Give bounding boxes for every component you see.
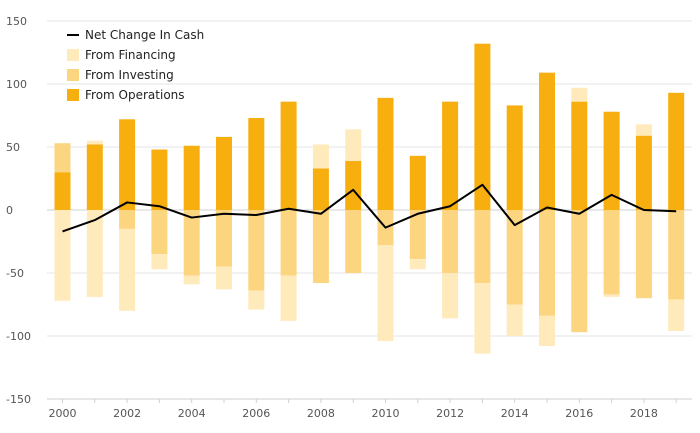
legend-swatch — [67, 69, 79, 81]
bar — [248, 290, 265, 310]
bar — [280, 275, 297, 321]
bar — [571, 87, 588, 102]
bar — [442, 273, 459, 319]
bar — [603, 294, 620, 297]
bar — [54, 172, 71, 210]
bar — [603, 210, 620, 295]
x-tick-label: 2004 — [178, 407, 206, 420]
bar — [183, 275, 200, 285]
bar — [248, 210, 265, 291]
bar — [668, 210, 685, 300]
legend-label: From Financing — [85, 48, 176, 62]
bar — [345, 160, 362, 210]
bar — [216, 136, 232, 210]
x-tick-label: 2010 — [372, 407, 400, 420]
bar — [409, 155, 426, 210]
bar — [86, 210, 103, 297]
bar — [409, 210, 426, 260]
bar — [151, 149, 168, 210]
bars — [54, 43, 685, 354]
bar — [506, 105, 523, 210]
x-tick-label: 2006 — [242, 407, 270, 420]
x-tick-label: 2012 — [436, 407, 464, 420]
bar — [442, 101, 459, 210]
bar — [571, 101, 588, 210]
bar — [668, 299, 685, 331]
bar — [216, 210, 232, 267]
legend-swatch — [67, 89, 79, 101]
x-tick-label: 2002 — [113, 407, 141, 420]
bar — [409, 259, 426, 270]
y-tick-label: -100 — [6, 330, 31, 343]
bar — [571, 210, 588, 333]
bar — [635, 124, 652, 136]
bar — [151, 210, 168, 255]
y-tick-label: 0 — [6, 204, 13, 217]
bar — [248, 118, 265, 210]
bar — [603, 111, 620, 210]
bar — [54, 210, 71, 301]
bar — [119, 210, 136, 229]
bar — [312, 168, 329, 210]
legend: Net Change In Cash From Financing From Inv… — [67, 28, 204, 102]
bar — [345, 210, 362, 273]
x-tick-label: 2018 — [630, 407, 658, 420]
bar — [506, 304, 523, 336]
bar — [119, 119, 136, 210]
bar — [54, 143, 71, 173]
bar — [539, 315, 555, 347]
bar — [119, 228, 136, 311]
y-tick-label: -150 — [6, 393, 31, 406]
x-tick-label: 2008 — [307, 407, 335, 420]
y-tick-label: 100 — [6, 78, 27, 91]
bar — [183, 145, 200, 210]
bar — [183, 210, 200, 276]
bar — [635, 210, 652, 299]
y-tick-label: 50 — [6, 141, 20, 154]
y-tick-label: -50 — [6, 267, 24, 280]
bar — [474, 210, 491, 284]
bar — [280, 101, 297, 210]
bar — [312, 144, 329, 169]
bar — [280, 210, 297, 276]
bar — [668, 92, 685, 210]
bar — [635, 135, 652, 210]
x-tick-label: 2016 — [565, 407, 593, 420]
x-tick-label: 2000 — [49, 407, 77, 420]
net-change-line — [62, 183, 677, 233]
bar — [474, 43, 491, 211]
bar — [442, 210, 459, 273]
x-axis: 2000 2002 2004 2006 2008 2010 2012 2014 2016 2018 — [47, 398, 692, 420]
legend-label: From Operations — [85, 88, 185, 102]
legend-label: Net Change In Cash — [85, 28, 204, 42]
legend-label: From Investing — [85, 68, 174, 82]
x-tick-label: 2014 — [501, 407, 529, 420]
bar — [474, 283, 491, 354]
bar — [539, 72, 555, 210]
y-axis: -150 -100 -50 0 50 100 150 — [6, 15, 31, 406]
bar — [86, 144, 103, 210]
bar — [216, 266, 232, 290]
y-tick-label: 150 — [6, 15, 27, 28]
bar — [86, 140, 103, 145]
bar — [506, 210, 523, 305]
bar — [539, 210, 555, 316]
legend-swatch — [67, 49, 79, 61]
net-change-line-group — [62, 183, 677, 233]
bar — [377, 245, 394, 342]
bar — [377, 97, 394, 210]
bar — [151, 254, 168, 270]
bar — [345, 129, 362, 161]
bar — [312, 210, 329, 284]
